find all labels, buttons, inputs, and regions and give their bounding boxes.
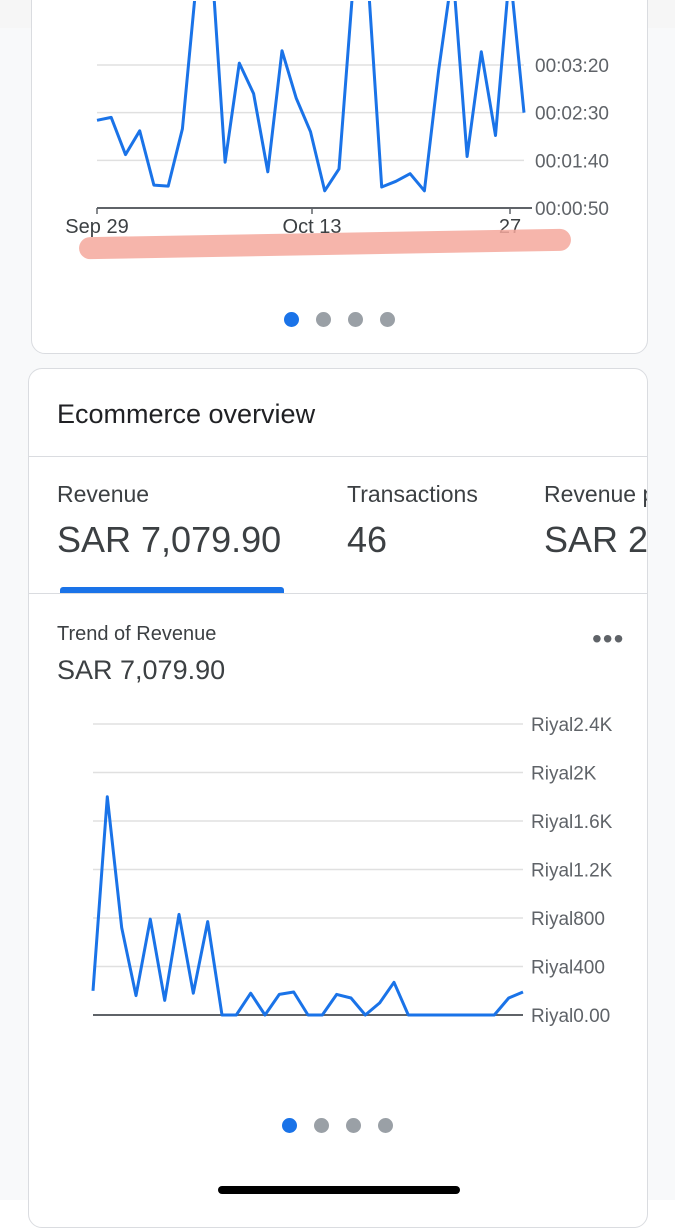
y-tick-label: Riyal1.6K xyxy=(531,812,613,833)
series-line xyxy=(91,795,524,1017)
pager-dot[interactable] xyxy=(380,312,395,327)
tabs-divider xyxy=(29,593,647,594)
revenue-trend-chart: Riyal2.4K Riyal2K Riyal1.6K Riyal1.2K Riyal8… xyxy=(91,715,613,1027)
ecommerce-overview-card: Ecommerce overview Revenue SAR 7,079.90 … xyxy=(28,368,648,1228)
metric-value: SAR 7,079.90 xyxy=(57,519,282,560)
x-tick-label: Sep 29 xyxy=(65,216,128,238)
metric-tab-transactions[interactable]: Transactions 46 xyxy=(347,481,478,561)
y-tick-label: Riyal2K xyxy=(531,764,597,785)
metric-tab-revenue[interactable]: Revenue SAR 7,079.90 xyxy=(57,481,281,561)
y-tick-label: Riyal800 xyxy=(531,909,605,930)
y-tick-label: 00:00:50 xyxy=(535,199,609,220)
carousel-pager[interactable] xyxy=(282,1118,393,1133)
pager-dot[interactable] xyxy=(314,1118,329,1133)
y-tick-label: Riyal2.4K xyxy=(531,715,613,736)
y-tick-label: 00:01:40 xyxy=(535,151,609,172)
engagement-time-card: 00:03:20 00:02:30 00:01:40 00:00:50 Sep 29 Oc… xyxy=(31,0,648,354)
metric-tab-revenue-per[interactable]: Revenue p SAR 2 xyxy=(544,481,647,561)
y-tick-label: Riyal1.2K xyxy=(531,861,613,882)
metric-label: Revenue xyxy=(57,481,150,507)
pager-dot[interactable] xyxy=(316,312,331,327)
pager-dot[interactable] xyxy=(348,312,363,327)
metric-label: Revenue p xyxy=(544,481,647,507)
trend-value: SAR 7,079.90 xyxy=(57,655,226,685)
y-tick-label: 00:02:30 xyxy=(535,104,609,125)
more-horizontal-icon[interactable]: ••• xyxy=(592,623,625,654)
series-line xyxy=(96,1,526,193)
metric-label: Transactions xyxy=(347,481,478,507)
pager-dot[interactable] xyxy=(378,1118,393,1133)
metric-value: 46 xyxy=(347,519,388,560)
y-tick-label: Riyal0.00 xyxy=(531,1006,610,1027)
y-tick-label: 00:03:20 xyxy=(535,56,609,77)
selected-tab-indicator xyxy=(60,587,284,593)
pager-dot[interactable] xyxy=(346,1118,361,1133)
title-divider xyxy=(29,456,647,457)
carousel-pager[interactable] xyxy=(284,312,395,327)
card-title: Ecommerce overview xyxy=(57,399,316,429)
home-indicator xyxy=(218,1186,460,1194)
y-tick-label: Riyal400 xyxy=(531,958,605,979)
pager-dot[interactable] xyxy=(284,312,299,327)
metric-value: SAR 2 xyxy=(544,519,647,560)
pager-dot[interactable] xyxy=(282,1118,297,1133)
metric-tabs: Revenue SAR 7,079.90 Transactions 46 Rev… xyxy=(29,457,647,595)
trend-title: Trend of Revenue xyxy=(57,623,217,645)
